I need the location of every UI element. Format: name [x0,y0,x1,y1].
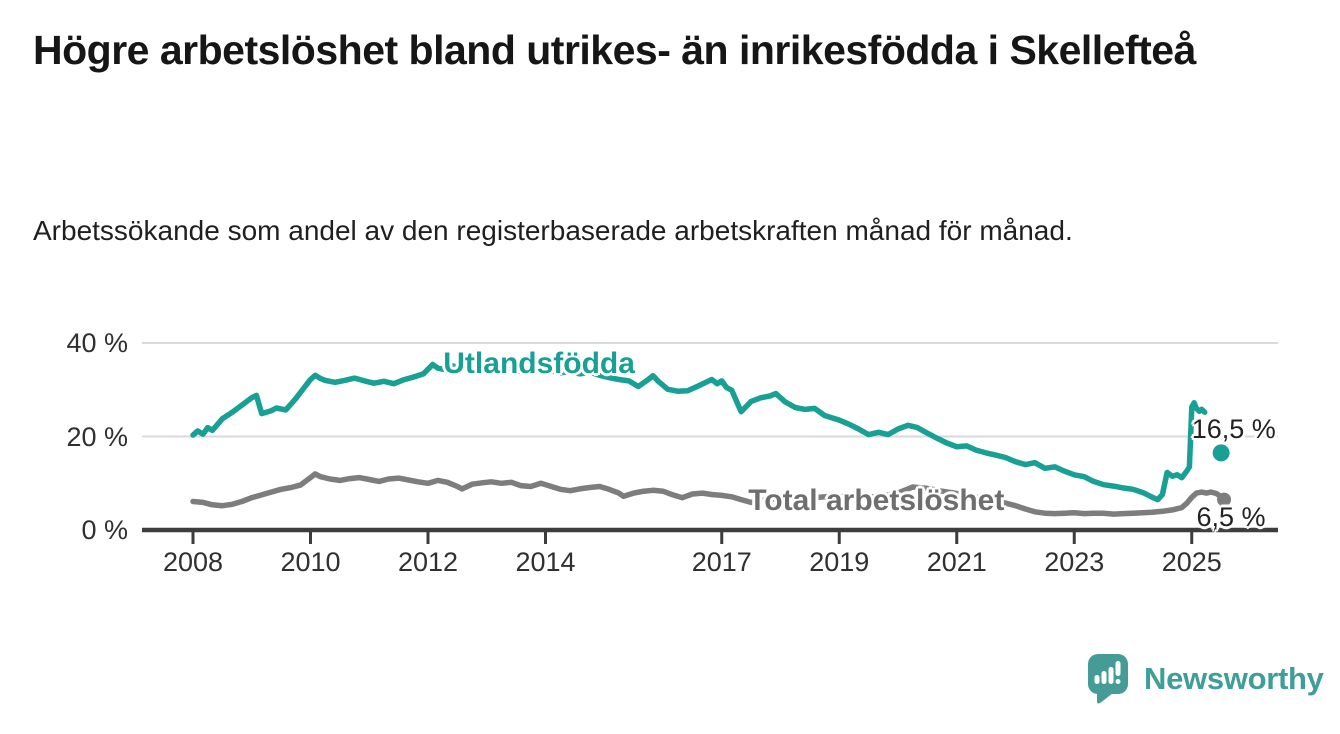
newsworthy-logo-icon [1088,654,1128,704]
y-tick-label-0: 0 % [81,515,128,545]
x-tick-label-2021: 2021 [926,547,987,577]
logo-bubble-tail [1097,691,1113,704]
logo-exclamation-dot [1115,679,1121,684]
latest-value-label-total: 6,5 % [1196,502,1266,533]
series-label-total: Total arbetslöshet [748,483,1005,517]
x-tick-label-2025: 2025 [1161,547,1222,577]
series-label-utlandsfodda: Utlandsfödda [443,347,635,381]
logo-bar-short [1094,675,1100,684]
logo-bubble-shape [1088,654,1128,694]
series-line-utlandsfodda [190,361,1208,503]
logo-bar-medium [1101,671,1107,684]
logo-exclamation-bar [1115,661,1121,676]
latest-value-label-utlandsfodda: 16,5 % [1191,414,1276,445]
chart-title: Högre arbetslöshet bland utrikes- än inr… [33,27,1196,73]
y-tick-label-40: 40 % [66,328,128,358]
latest-value-dot-total [1217,492,1232,507]
logo-bar-tall [1108,667,1114,684]
newsworthy-logo: Newsworthy [1085,651,1324,706]
x-tick-label-2019: 2019 [809,547,870,577]
x-tick-label-2008: 2008 [162,547,224,577]
newsworthy-logo-text: Newsworthy [1144,660,1324,696]
y-tick-label-20: 20 % [66,421,128,452]
x-tick-label-2017: 2017 [691,547,752,577]
x-tick-label-2012: 2012 [397,547,459,577]
chart-subtitle: Arbetssökande som andel av den registerb… [33,215,1073,246]
x-tick-label-2014: 2014 [515,547,576,577]
latest-value-dot-utlandsfodda [1212,444,1230,462]
x-tick-label-2023: 2023 [1044,547,1105,577]
x-tick-label-2010: 2010 [280,547,341,577]
series-line-total [190,471,1224,517]
